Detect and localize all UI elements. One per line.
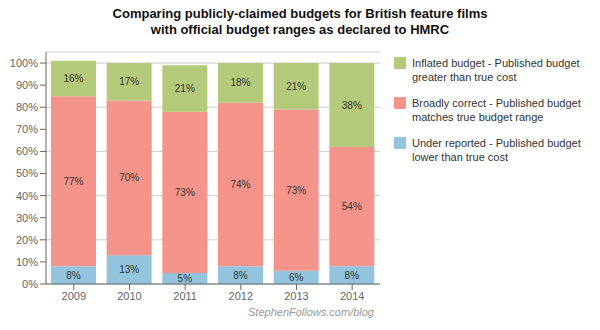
svg-text:13%: 13% <box>119 264 139 275</box>
html-text:greater than true cost: greater than true cost <box>412 71 517 83</box>
html-text:matches true budget range: matches true budget range <box>412 111 544 123</box>
svg-text:73%: 73% <box>175 187 195 198</box>
svg-text:5%: 5% <box>178 273 193 284</box>
svg-text:90%: 90% <box>16 79 38 91</box>
svg-text:2013: 2013 <box>284 290 308 302</box>
svg-text:80%: 80% <box>16 101 38 113</box>
html-text:Under reported - Published bud: Under reported - Published budget <box>412 137 581 149</box>
html-text:Inflated budget - Published bu: Inflated budget - Published budget <box>412 57 580 69</box>
svg-text:2011: 2011 <box>173 290 197 302</box>
html-text:StephenFollows.com/blog: StephenFollows.com/blog <box>248 306 374 318</box>
svg-text:2014: 2014 <box>340 290 364 302</box>
svg-text:2012: 2012 <box>229 290 253 302</box>
svg-text:8%: 8% <box>233 270 248 281</box>
svg-text:18%: 18% <box>230 77 250 88</box>
svg-text:16%: 16% <box>63 73 83 84</box>
svg-text:8%: 8% <box>345 270 360 281</box>
svg-text:100%: 100% <box>10 57 38 69</box>
svg-text:74%: 74% <box>230 179 250 190</box>
svg-text:8%: 8% <box>66 270 81 281</box>
svg-text:30%: 30% <box>16 212 38 224</box>
html-text:Broadly correct - Published bu: Broadly correct - Published budget <box>412 97 581 109</box>
svg-text:77%: 77% <box>63 176 83 187</box>
svg-text:21%: 21% <box>286 81 306 92</box>
html-text:with official budget ranges as: with official budget ranges as declared … <box>150 22 450 37</box>
html-text:Comparing publicly-claimed bud: Comparing publicly-claimed budgets for B… <box>112 6 488 21</box>
svg-text:2009: 2009 <box>62 290 86 302</box>
svg-text:54%: 54% <box>342 201 362 212</box>
svg-text:60%: 60% <box>16 145 38 157</box>
html-text:lower than true cost: lower than true cost <box>412 151 508 163</box>
svg-text:21%: 21% <box>175 83 195 94</box>
svg-text:50%: 50% <box>16 167 38 179</box>
svg-text:0%: 0% <box>22 278 38 290</box>
svg-text:40%: 40% <box>16 190 38 202</box>
svg-text:38%: 38% <box>342 100 362 111</box>
svg-text:73%: 73% <box>286 185 306 196</box>
svg-text:70%: 70% <box>16 123 38 135</box>
svg-text:20%: 20% <box>16 234 38 246</box>
svg-text:10%: 10% <box>16 256 38 268</box>
svg-text:6%: 6% <box>289 272 304 283</box>
svg-text:70%: 70% <box>119 172 139 183</box>
svg-text:17%: 17% <box>119 76 139 87</box>
svg-text:2010: 2010 <box>117 290 141 302</box>
